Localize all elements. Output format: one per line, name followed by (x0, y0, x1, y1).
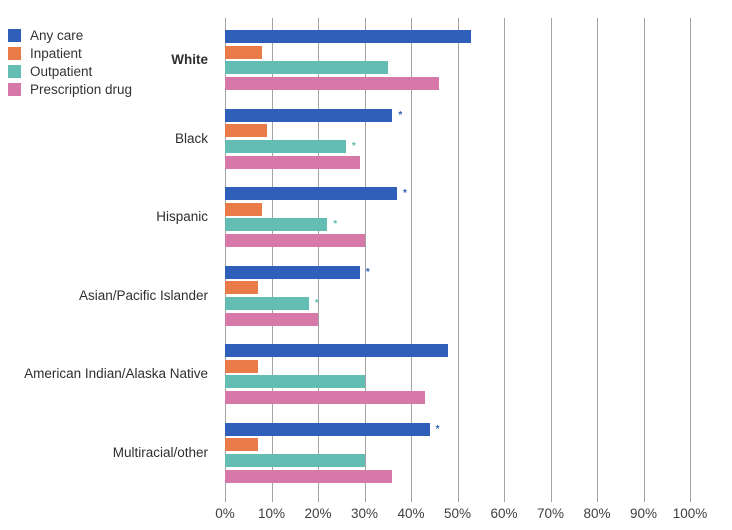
x-tick-70: 70% (536, 506, 565, 521)
bar-multiracial-other-any-care (225, 422, 430, 436)
legend-label: Outpatient (30, 64, 93, 79)
bar-hispanic-inpatient (225, 202, 263, 216)
bar-american-indian-alaska-native-any-care (225, 344, 449, 357)
chart-legend: Any care Inpatient Outpatient Prescription … (8, 29, 132, 96)
category-label-asian-pacific-islander: Asian/Pacific Islander (78, 287, 208, 303)
legend-item-inpatient: Inpatient (8, 47, 132, 60)
legend-swatch-inpatient (8, 47, 21, 60)
bar-asian-pacific-islander-any-care (225, 265, 360, 279)
significance-marker-asian-pacific-islander-outpatient: * (314, 297, 319, 309)
legend-label: Prescription drug (30, 82, 133, 97)
bar-asian-pacific-islander-outpatient (225, 296, 309, 310)
x-tick-100: 100% (672, 506, 708, 521)
gridline (457, 18, 459, 502)
legend-swatch-outpatient (8, 65, 21, 78)
bar-asian-pacific-islander-prescription-drug (225, 312, 318, 326)
category-label-white: White (171, 52, 208, 68)
significance-marker-asian-pacific-islander-any-care: * (365, 266, 370, 278)
bar-white-outpatient (225, 61, 388, 75)
legend-label: Inpatient (30, 46, 82, 61)
bar-black-inpatient (225, 124, 267, 138)
bar-black-outpatient (225, 139, 346, 153)
gridline (225, 18, 226, 502)
gridline (271, 18, 273, 502)
legend-item-prescription-drug: Prescription drug (8, 83, 132, 96)
bar-hispanic-outpatient (225, 218, 328, 232)
bar-black-prescription-drug (225, 155, 360, 169)
category-label-multiracial-other: Multiracial/other (112, 444, 208, 460)
gridline (364, 18, 366, 502)
legend-item-outpatient: Outpatient (8, 65, 132, 78)
bar-white-prescription-drug (225, 77, 439, 91)
bar-hispanic-any-care (225, 187, 398, 200)
gridline (597, 18, 598, 502)
significance-marker-black-outpatient: * (351, 140, 356, 152)
bar-white-inpatient (225, 45, 263, 59)
category-label-hispanic: Hispanic (156, 209, 208, 225)
bar-white-any-care (225, 30, 472, 43)
x-tick-10: 10% (257, 506, 286, 521)
bar-multiracial-other-inpatient (225, 438, 258, 452)
x-tick-40: 40% (397, 506, 425, 521)
significance-marker-black-any-care: * (398, 109, 403, 121)
x-tick-60: 60% (490, 506, 518, 521)
gridline (411, 18, 412, 502)
x-tick-90: 90% (629, 506, 658, 521)
bar-american-indian-alaska-native-inpatient (225, 359, 258, 373)
category-label-american-indian-alaska-native: American Indian/Alaska Native (24, 366, 208, 382)
x-tick-0: 0% (215, 506, 235, 521)
significance-marker-multiracial-other-any-care: * (435, 423, 440, 435)
category-label-black: Black (174, 130, 208, 146)
bar-american-indian-alaska-native-prescription-drug (225, 391, 425, 405)
plot-area: * * * * * * * (225, 18, 691, 502)
legend-swatch-prescription-drug (8, 83, 21, 96)
bar-asian-pacific-islander-inpatient (225, 281, 258, 295)
legend-swatch-any-care (8, 29, 21, 42)
bar-american-indian-alaska-native-outpatient (225, 375, 365, 389)
bar-multiracial-other-outpatient (225, 453, 365, 467)
x-tick-30: 30% (350, 506, 379, 521)
gridline (504, 18, 505, 502)
bar-black-any-care (225, 108, 393, 122)
bar-multiracial-other-prescription-drug (225, 469, 393, 483)
significance-marker-hispanic-outpatient: * (333, 219, 338, 231)
gridline (318, 18, 319, 502)
legend-label: Any care (30, 28, 84, 43)
x-tick-80: 80% (583, 506, 611, 521)
gridline (690, 18, 691, 502)
x-tick-20: 20% (304, 506, 332, 521)
bar-hispanic-prescription-drug (225, 234, 365, 248)
significance-marker-hispanic-any-care: * (403, 188, 407, 199)
gridline (643, 18, 645, 502)
gridline (550, 18, 552, 502)
legend-item-any-care: Any care (8, 29, 132, 42)
x-tick-50: 50% (443, 506, 472, 521)
